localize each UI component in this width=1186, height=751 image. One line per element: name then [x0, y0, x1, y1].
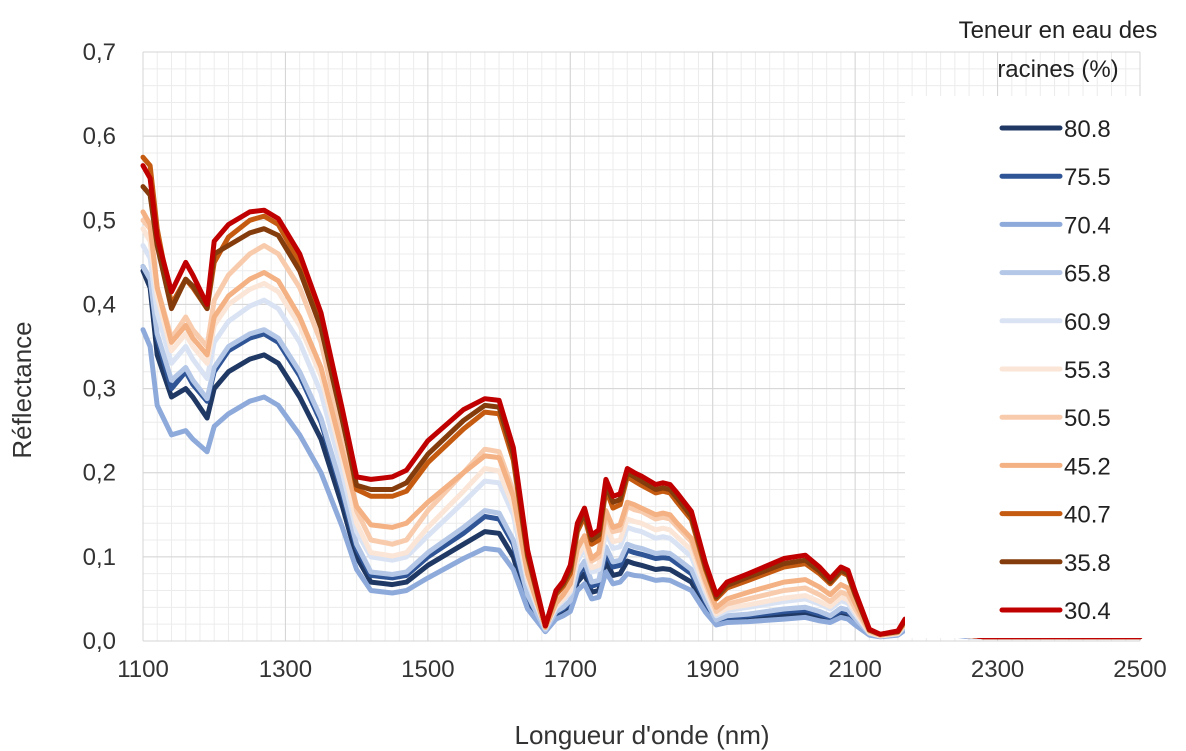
y-tick-label: 0,0 [83, 628, 116, 655]
x-axis-title: Longueur d'onde (nm) [514, 720, 769, 750]
legend-label-35.8: 35.8 [1064, 550, 1111, 577]
series-lines [140, 154, 1143, 640]
x-tick-label: 2100 [828, 656, 881, 683]
legend-items: 80.8 75.5 70.4 65.8 60.9 55.3 50.5 45.2 40.7 35.8… [999, 116, 1111, 625]
y-tick-label: 0,4 [83, 291, 116, 318]
y-tick-label: 0,2 [83, 460, 116, 487]
major-gridlines [142, 51, 1141, 642]
legend-label-70.4: 70.4 [1064, 212, 1111, 239]
x-axis-ticks: 1100 1300 1500 1700 1900 2100 2300 2500 [117, 656, 1167, 683]
series-line-30.4 [140, 163, 1143, 640]
y-tick-label: 0,5 [83, 207, 116, 234]
x-tick-label: 1900 [686, 656, 739, 683]
legend-title-line-2: racines (%) [997, 56, 1118, 83]
legend-label-50.5: 50.5 [1064, 405, 1111, 432]
y-tick-label: 0,7 [83, 39, 116, 66]
y-tick-label: 0,3 [83, 376, 116, 403]
legend-label-40.7: 40.7 [1064, 502, 1111, 529]
legend-label-55.3: 55.3 [1064, 357, 1111, 384]
x-tick-label: 1700 [544, 656, 597, 683]
legend-label-30.4: 30.4 [1064, 598, 1111, 625]
x-tick-label: 1100 [117, 656, 169, 683]
x-tick-label: 1500 [401, 656, 454, 683]
x-tick-label: 2500 [1113, 656, 1166, 683]
legend-label-65.8: 65.8 [1064, 261, 1111, 288]
y-tick-label: 0,1 [83, 544, 116, 571]
legend-title-line-1: Teneur en eau des [959, 17, 1158, 44]
y-axis-title: Réflectance [7, 321, 37, 458]
legend-label-60.9: 60.9 [1064, 309, 1111, 336]
x-tick-label: 1300 [259, 656, 312, 683]
legend: Teneur en eau des racines (%) 80.8 75.5 70… [905, 17, 1186, 638]
legend-label-80.8: 80.8 [1064, 116, 1111, 143]
legend-label-45.2: 45.2 [1064, 453, 1111, 480]
y-axis-ticks: 0,0 0,1 0,2 0,3 0,4 0,5 0,6 0,7 [83, 39, 116, 655]
legend-label-75.5: 75.5 [1064, 164, 1111, 191]
y-tick-label: 0,6 [83, 123, 116, 150]
x-tick-label: 2300 [971, 656, 1024, 683]
